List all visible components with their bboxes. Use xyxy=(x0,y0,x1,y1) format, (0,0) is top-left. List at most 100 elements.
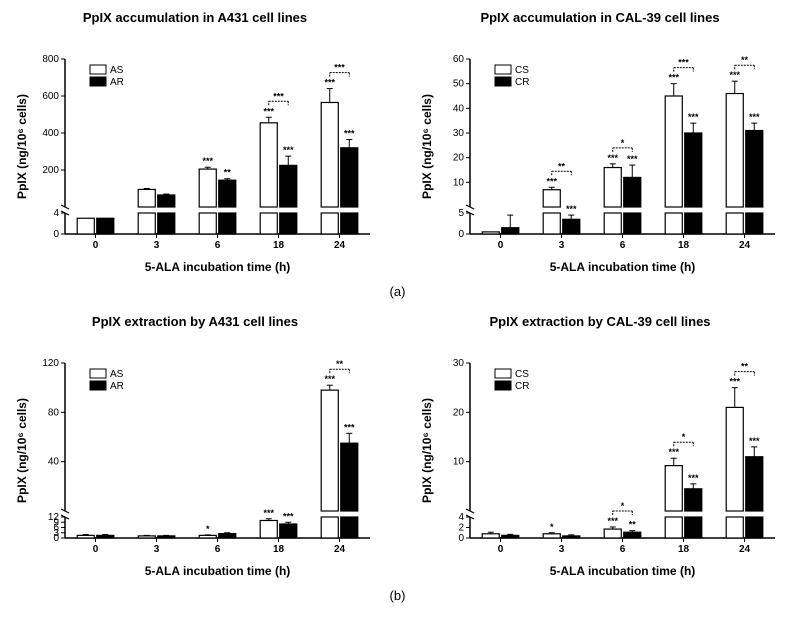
svg-text:***: *** xyxy=(607,153,618,163)
svg-text:*: * xyxy=(682,432,686,442)
svg-text:AR: AR xyxy=(110,381,124,392)
svg-text:***: *** xyxy=(546,176,557,186)
svg-text:200: 200 xyxy=(42,165,59,176)
svg-text:PpIX (ng/10⁶ cells): PpIX (ng/10⁶ cells) xyxy=(420,398,434,503)
svg-text:***: *** xyxy=(283,511,294,521)
svg-text:0: 0 xyxy=(458,533,464,544)
svg-text:CS: CS xyxy=(515,65,529,76)
svg-text:600: 600 xyxy=(42,91,59,102)
panel-label-b: (b) xyxy=(10,588,785,603)
svg-text:24: 24 xyxy=(334,240,346,251)
svg-text:18: 18 xyxy=(678,240,690,251)
svg-text:3: 3 xyxy=(154,240,160,251)
chart-title: PpIX extraction by CAL-39 cell lines xyxy=(415,314,785,329)
svg-text:24: 24 xyxy=(334,544,346,555)
svg-text:0: 0 xyxy=(93,544,99,555)
svg-text:**: ** xyxy=(741,55,749,65)
svg-text:18: 18 xyxy=(678,544,690,555)
svg-text:0: 0 xyxy=(53,229,59,240)
svg-text:10: 10 xyxy=(453,177,465,188)
svg-text:***: *** xyxy=(334,63,345,73)
svg-text:24: 24 xyxy=(739,240,751,251)
svg-text:PpIX (ng/10⁶ cells): PpIX (ng/10⁶ cells) xyxy=(420,94,434,199)
svg-text:0: 0 xyxy=(458,229,464,240)
svg-text:***: *** xyxy=(678,58,689,68)
svg-text:AS: AS xyxy=(110,65,124,76)
svg-text:***: *** xyxy=(324,374,335,384)
svg-text:**: ** xyxy=(629,520,637,530)
svg-text:10: 10 xyxy=(453,457,465,468)
svg-text:*: * xyxy=(621,138,625,148)
svg-text:3: 3 xyxy=(559,544,565,555)
svg-text:3: 3 xyxy=(154,544,160,555)
svg-text:**: ** xyxy=(224,168,232,178)
svg-text:*: * xyxy=(550,522,554,532)
chart-svg: 0369124080120PpIX (ng/10⁶ cells)03*6****… xyxy=(10,333,380,583)
chart-title: PpIX accumulation in A431 cell lines xyxy=(10,10,380,25)
svg-text:6: 6 xyxy=(215,240,221,251)
chart-svg: 05102030405060PpIX (ng/10⁶ cells)0******… xyxy=(415,29,785,279)
svg-text:4: 4 xyxy=(458,512,464,523)
svg-text:***: *** xyxy=(668,447,679,457)
panel-b-left: PpIX extraction by A431 cell lines036912… xyxy=(10,314,380,583)
svg-text:***: *** xyxy=(344,128,355,138)
svg-text:20: 20 xyxy=(453,407,465,418)
svg-text:**: ** xyxy=(336,359,344,369)
svg-text:CS: CS xyxy=(515,369,529,380)
svg-text:5-ALA incubation time (h): 5-ALA incubation time (h) xyxy=(145,564,291,578)
panel-a-right: PpIX accumulation in CAL-39 cell lines 0 5… xyxy=(415,10,785,279)
svg-text:***: *** xyxy=(729,377,740,387)
svg-text:***: *** xyxy=(202,156,213,166)
svg-text:50: 50 xyxy=(453,79,465,90)
svg-text:***: *** xyxy=(263,508,274,518)
svg-text:0: 0 xyxy=(93,240,99,251)
chart-svg: 024102030PpIX (ng/10⁶ cells)0*3******6**… xyxy=(415,333,785,583)
svg-text:*: * xyxy=(206,524,210,534)
svg-text:5: 5 xyxy=(458,208,464,219)
svg-text:***: *** xyxy=(607,516,618,526)
svg-text:800: 800 xyxy=(42,54,59,65)
svg-text:6: 6 xyxy=(620,240,626,251)
svg-text:400: 400 xyxy=(42,128,59,139)
panel-b-right: PpIX extraction by CAL-39 cell lines 0 24 1… xyxy=(415,314,785,583)
svg-text:***: *** xyxy=(688,473,699,483)
svg-text:***: *** xyxy=(668,73,679,83)
svg-text:5-ALA incubation time (h): 5-ALA incubation time (h) xyxy=(145,260,291,274)
panel-row-a: PpIX accumulation in A431 cell lines0420… xyxy=(10,10,785,279)
svg-text:30: 30 xyxy=(453,128,465,139)
svg-text:AS: AS xyxy=(110,369,124,380)
chart-title: PpIX accumulation in CAL-39 cell lines xyxy=(415,10,785,25)
panel-label-a: (a) xyxy=(10,284,785,299)
svg-text:PpIX (ng/10⁶ cells): PpIX (ng/10⁶ cells) xyxy=(15,398,29,503)
svg-text:***: *** xyxy=(688,112,699,122)
svg-text:18: 18 xyxy=(273,544,285,555)
svg-text:*: * xyxy=(621,501,625,511)
svg-text:18: 18 xyxy=(273,240,285,251)
svg-text:**: ** xyxy=(558,161,566,171)
svg-text:***: *** xyxy=(344,422,355,432)
svg-text:6: 6 xyxy=(215,544,221,555)
svg-text:***: *** xyxy=(283,145,294,155)
svg-text:***: *** xyxy=(627,154,638,164)
panel-a-left: PpIX accumulation in A431 cell lines0420… xyxy=(10,10,380,279)
panel-row-b: PpIX extraction by A431 cell lines036912… xyxy=(10,314,785,583)
svg-text:80: 80 xyxy=(48,407,60,418)
svg-text:***: *** xyxy=(749,112,760,122)
svg-text:3: 3 xyxy=(559,240,565,251)
svg-text:***: *** xyxy=(324,78,335,88)
svg-text:***: *** xyxy=(263,106,274,116)
svg-text:***: *** xyxy=(566,204,577,214)
svg-text:0: 0 xyxy=(498,544,504,555)
svg-text:24: 24 xyxy=(739,544,751,555)
svg-text:CR: CR xyxy=(515,77,529,88)
svg-text:PpIX (ng/10⁶ cells): PpIX (ng/10⁶ cells) xyxy=(15,94,29,199)
svg-text:60: 60 xyxy=(453,54,465,65)
svg-text:***: *** xyxy=(273,91,284,101)
svg-text:***: *** xyxy=(749,436,760,446)
svg-text:120: 120 xyxy=(42,358,59,369)
svg-text:5-ALA incubation time (h): 5-ALA incubation time (h) xyxy=(550,260,696,274)
svg-text:40: 40 xyxy=(48,457,60,468)
svg-text:**: ** xyxy=(741,362,749,372)
svg-text:AR: AR xyxy=(110,77,124,88)
figure-container: PpIX accumulation in A431 cell lines 0 4 20… xyxy=(10,10,785,603)
